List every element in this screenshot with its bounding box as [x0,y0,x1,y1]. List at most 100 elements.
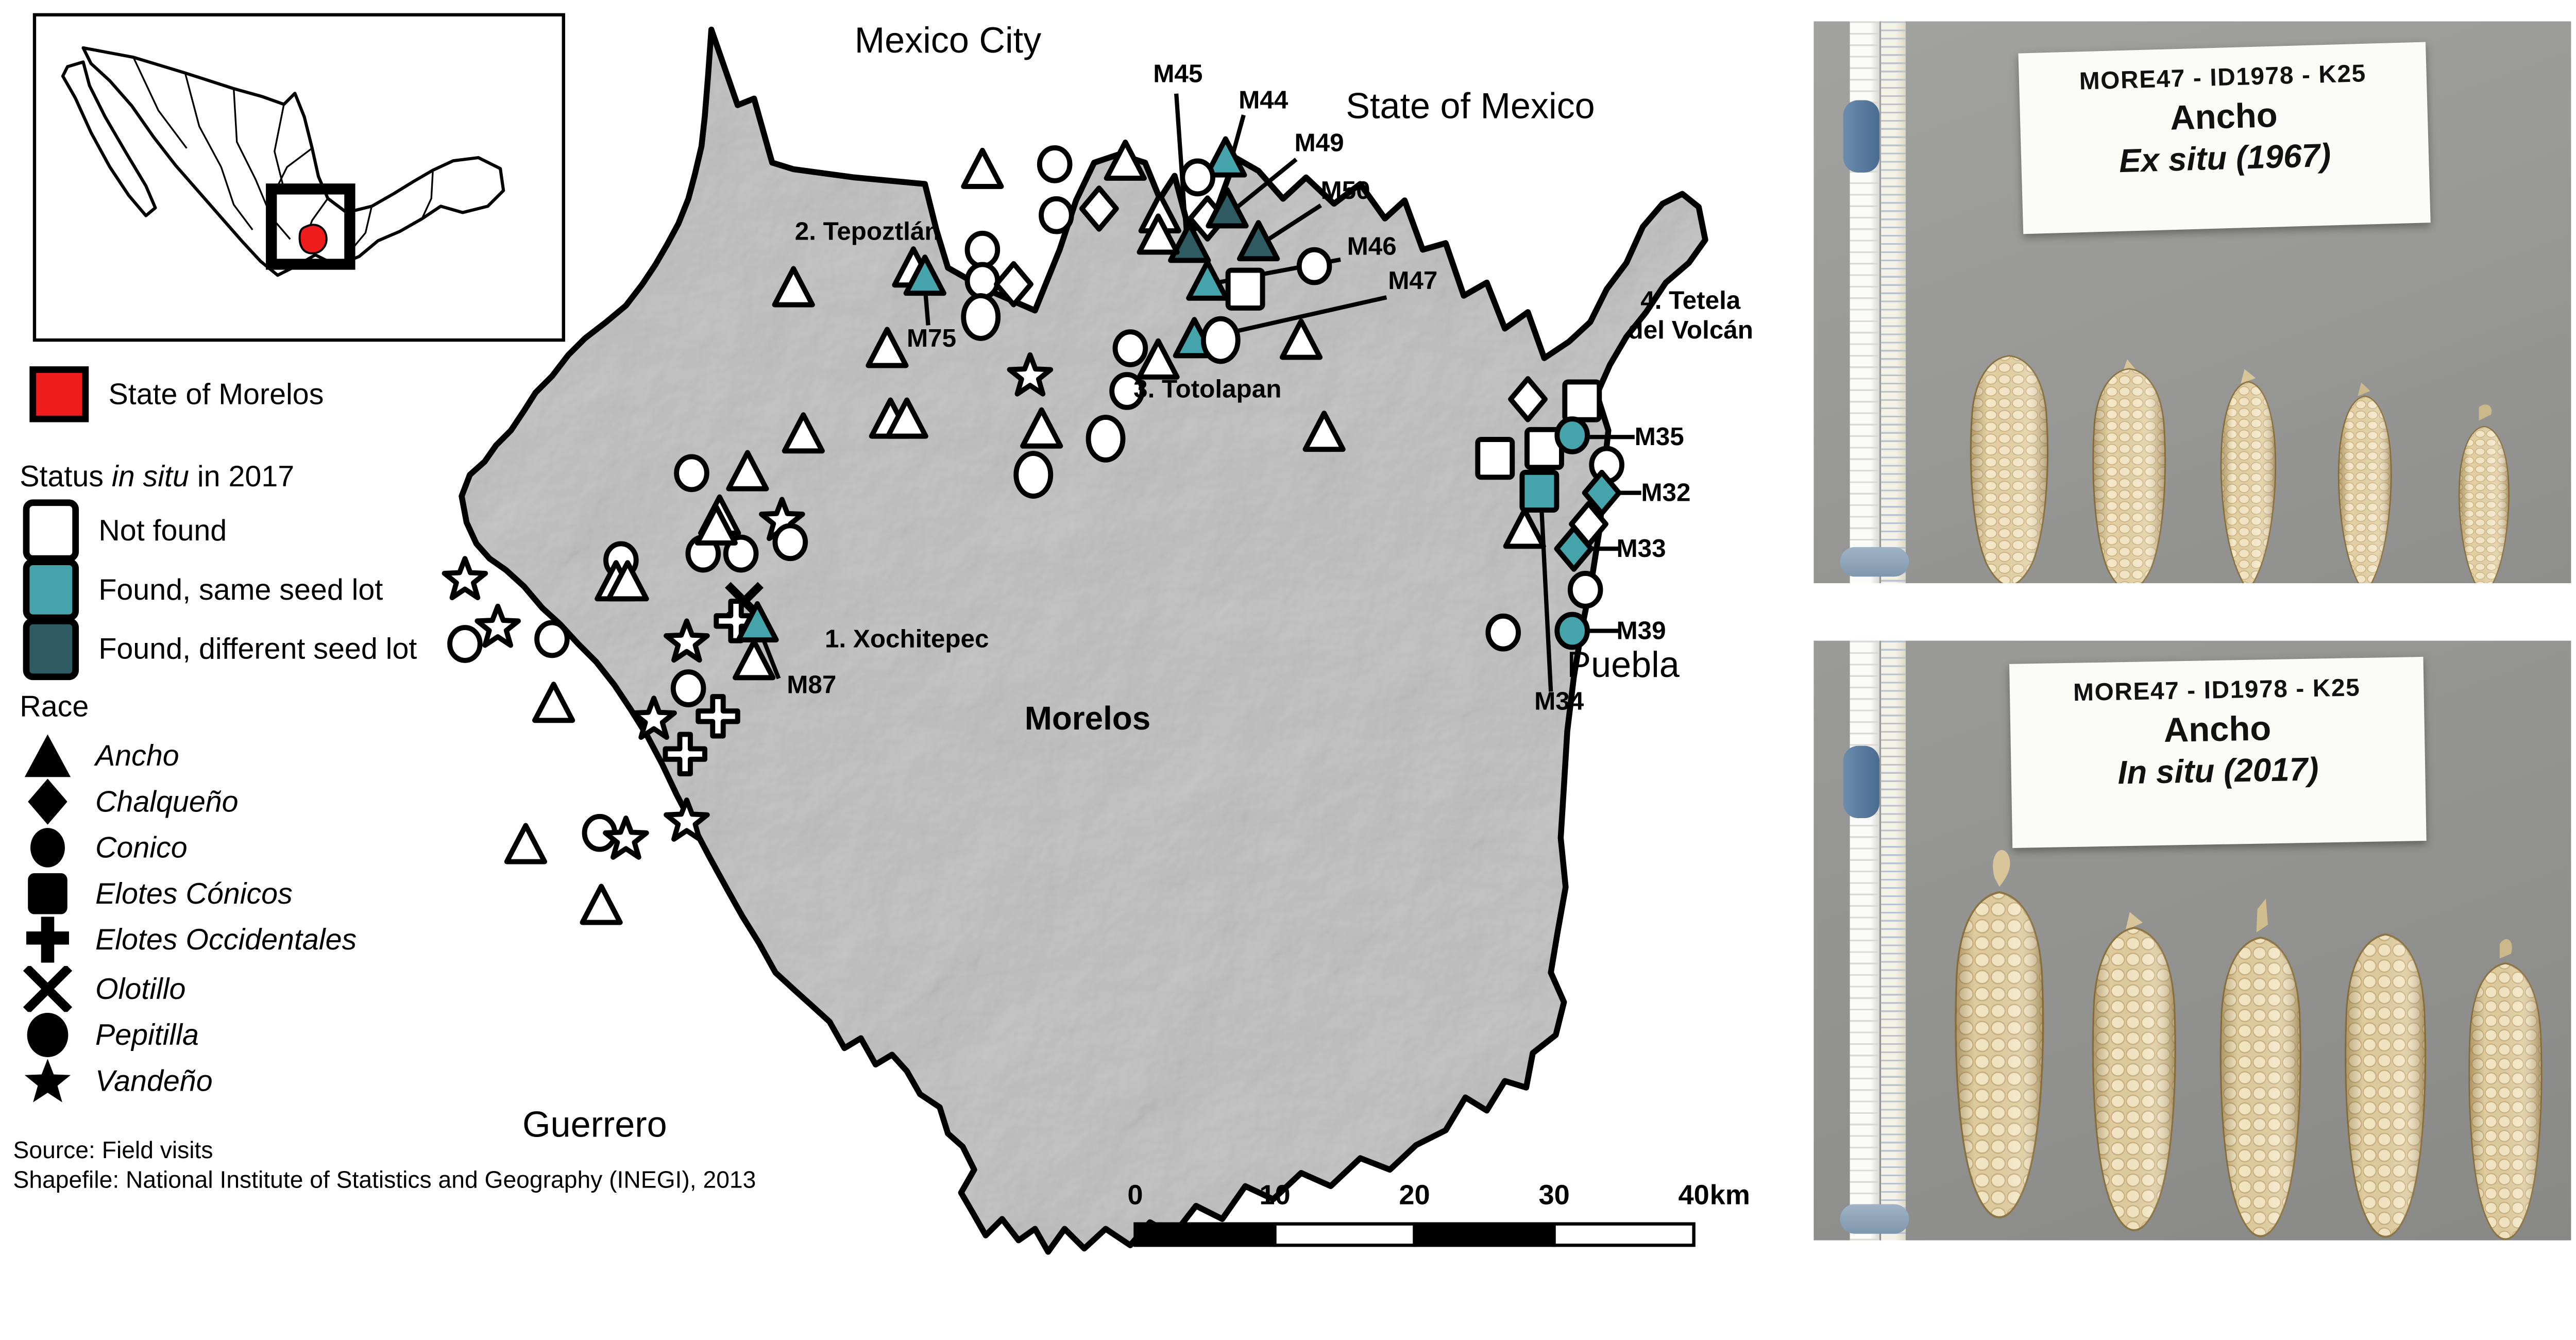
legend-state-row: State of Morelos [29,366,324,422]
race-row-pepitilla: Pepitilla [23,1012,199,1058]
map-marker-circ [964,262,1001,300]
race-row-elotes-conicos: Elotes Cónicos [23,871,293,917]
map-marker-circ [1039,196,1074,234]
scale-bar: 0 10 20 30 40 km [1127,1179,1750,1247]
morelos-map: Mexico City State of Mexico Puebla Guerrero… [442,20,1753,1255]
race-elotes-conicos-label: Elotes Cónicos [95,876,293,909]
map-marker-tri [1236,220,1280,262]
photo-in-situ-2017: MORE47 - ID1978 - K25 Ancho In situ (201… [1814,640,2571,1241]
site-label: M45 [1153,59,1202,88]
ear-3 [2220,369,2277,584]
race-title-row: Race [20,690,89,724]
race-row-ancho: Ancho [23,733,179,778]
site-label: M49 [1295,128,1344,157]
race-row-olotillo: Olotillo [23,966,186,1012]
scale-unit-label: km [1710,1179,1750,1210]
leader-line [1264,203,1323,244]
map-marker-diam [1554,525,1594,572]
map-marker-star [1007,352,1054,397]
ear-4 [2337,382,2392,584]
maize-ears-in-situ [1814,850,2543,1240]
map-marker-tri [1279,318,1323,360]
map-marker-tri [580,884,623,925]
ruler-strip-2 [1881,21,1906,584]
status-row-diff-seed: Found, different seed lot [23,617,417,681]
scale-tick-label: 20 [1399,1179,1430,1210]
race-row-chalqueno: Chalqueño [23,778,239,825]
ancho-triangle-icon [24,734,71,777]
race-conico-label: Conico [95,830,188,863]
map-marker-tri [903,255,946,296]
site-label: M32 [1641,479,1690,507]
site-label: M46 [1347,232,1397,260]
map-marker-tri [772,266,815,308]
morelos-state-border [459,26,1708,1255]
ruler-end-cap [1840,547,1909,577]
map-marker-tri [532,682,575,723]
map-marker-tri [606,560,649,602]
ruler-strip-4 [1881,640,1906,1241]
map-marker-tri [1206,187,1249,229]
map-marker-tri [1186,259,1229,301]
found-same-seed-swatch [23,558,79,621]
map-marker-circ [1180,158,1215,197]
chalqueno-diamond-icon [28,778,67,825]
red-state-swatch [29,366,89,422]
scale-tick-label: 10 [1259,1179,1290,1210]
map-marker-diam [994,261,1033,308]
morelos-red-highlight [298,224,328,255]
race-title: Race [20,690,89,723]
map-marker-tri [504,823,548,864]
map-marker-plus [663,732,707,776]
place-label: 1. Xochitepec [825,624,989,653]
ruler [1840,21,1912,584]
race-chalqueno-label: Chalqueño [95,784,239,818]
ruler-strip-3 [1850,640,1879,1241]
map-marker-tri [1302,411,1346,452]
leader-line [1174,93,1189,235]
site-label: M34 [1534,687,1584,716]
map-marker-tri [1104,139,1147,181]
region-label: Mexico City [855,20,1041,60]
map-marker-ell [961,293,1001,341]
ear-5b [2468,939,2543,1240]
status-row-same-seed: Found, same seed lot [23,558,383,621]
ear-1b [1956,850,2043,1217]
place-label: 3. Totolapan [1133,375,1281,403]
map-marker-star [664,618,710,663]
map-marker-circ [674,454,709,493]
inset-focus-rectangle [266,183,355,270]
scale-bar-segment [1133,1222,1277,1247]
map-marker-circ [534,620,570,658]
map-marker-ell [1086,415,1126,463]
map-marker-tri [1168,222,1211,263]
maize-ears-ex-situ [1970,355,2510,584]
map-marker-plus [696,694,740,739]
ruler-2 [1840,640,1912,1241]
map-marker-circ [964,230,1001,269]
map-marker-tri [1137,213,1180,255]
map-marker-tri [961,147,1004,189]
scale-bar-segment [1273,1222,1416,1247]
figure-canvas: State of Morelos Status in situ in 2017 … [13,13,2571,1255]
source-line-1: Source: Field visits [13,1138,213,1165]
source-line-2: Shapefile: National Institute of Statist… [13,1168,756,1195]
map-marker-diam [1582,469,1622,516]
conico-circle-icon [30,828,65,868]
map-marker-star [603,816,649,860]
map-marker-tri [694,504,738,546]
relief-shading [462,29,1705,1252]
photo-ex-situ-1967: MORE47 - ID1978 - K25 Ancho Ex situ (196… [1814,21,2571,584]
source-note: Source: Field visits Shapefile: National… [13,1137,756,1197]
map-marker-tri [885,397,928,439]
map-marker-circ [1554,416,1590,454]
race-pepitilla-label: Pepitilla [95,1017,199,1051]
place-label: 2. Tepoztlán [795,217,940,246]
map-marker-tri [1020,407,1063,449]
ear-5 [2458,404,2510,584]
map-marker-circ [670,669,706,707]
race-vandeno-label: Vandeño [95,1063,213,1097]
place-label: del Volcán [1628,316,1753,344]
ear-4b [2344,933,2427,1238]
ear-3b [2219,898,2302,1237]
